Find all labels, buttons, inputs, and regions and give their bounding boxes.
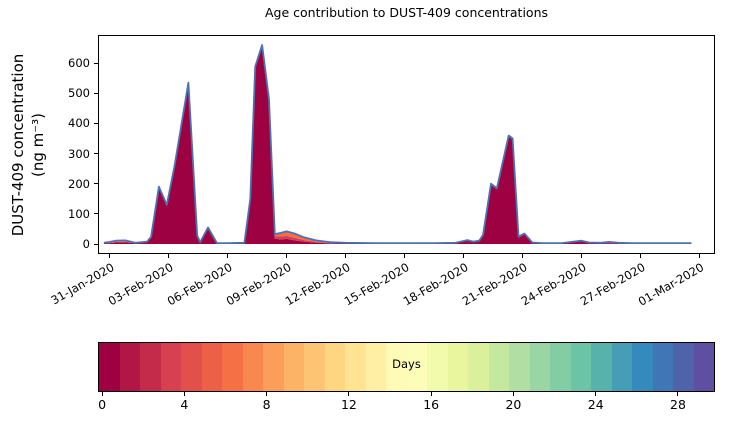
colorbar-segment: [673, 343, 694, 391]
x-tick-label: 03-Feb-2020: [105, 260, 176, 309]
y-tick-mark: [94, 183, 98, 185]
y-tick-mark: [94, 62, 98, 64]
y-tick-label: 300: [68, 146, 90, 161]
colorbar-segment: [201, 343, 222, 391]
colorbar-tick-label: 4: [180, 397, 189, 412]
colorbar-segment: [304, 343, 325, 391]
y-tick-mark: [94, 213, 98, 215]
x-tick-label: 31-Jan-2020: [48, 260, 117, 308]
y-tick-label: 600: [68, 56, 90, 71]
x-tick-label: 12-Feb-2020: [282, 260, 353, 309]
colorbar-segment: [611, 343, 632, 391]
colorbar-tick-mark: [101, 392, 103, 396]
colorbar-segment: [570, 343, 591, 391]
colorbar-segment: [283, 343, 304, 391]
y-tick-label: 400: [68, 116, 90, 131]
colorbar: [98, 342, 715, 392]
x-tick-mark: [639, 254, 641, 258]
colorbar-segment: [365, 343, 386, 391]
x-tick-mark: [286, 254, 288, 258]
colorbar-segment: [550, 343, 571, 391]
colorbar-segment: [447, 343, 468, 391]
colorbar-segment: [509, 343, 530, 391]
colorbar-tick-mark: [430, 392, 432, 396]
colorbar-segment: [324, 343, 345, 391]
colorbar-tick-mark: [348, 392, 350, 396]
colorbar-segment: [529, 343, 550, 391]
colorbar-segment: [693, 343, 714, 391]
colorbar-segment: [468, 343, 489, 391]
colorbar-segment: [181, 343, 202, 391]
colorbar-segment: [119, 343, 140, 391]
colorbar-tick-label: 28: [670, 397, 686, 412]
colorbar-tick-label: 0: [98, 397, 107, 412]
colorbar-segment: [222, 343, 243, 391]
x-tick-label: 21-Feb-2020: [459, 260, 530, 309]
colorbar-tick-label: 16: [423, 397, 440, 412]
x-tick-mark: [698, 254, 700, 258]
x-tick-mark: [404, 254, 406, 258]
colorbar-segment: [140, 343, 161, 391]
colorbar-tick-mark: [595, 392, 597, 396]
colorbar-segment: [99, 343, 120, 391]
x-tick-mark: [168, 254, 170, 258]
x-tick-label: 18-Feb-2020: [400, 260, 471, 309]
x-tick-mark: [345, 254, 347, 258]
colorbar-tick-label: 24: [587, 397, 604, 412]
colorbar-segment: [488, 343, 509, 391]
colorbar-segment: [160, 343, 181, 391]
x-tick-mark: [227, 254, 229, 258]
colorbar-tick-mark: [183, 392, 185, 396]
plot-area: [98, 35, 715, 254]
total-concentration-line: [103, 44, 692, 244]
y-tick-label: 0: [82, 237, 90, 252]
colorbar-segment: [591, 343, 612, 391]
colorbar-segment: [263, 343, 284, 391]
colorbar-segment: [427, 343, 448, 391]
y-tick-label: 100: [68, 206, 90, 221]
x-tick-label: 27-Feb-2020: [577, 260, 648, 309]
y-tick-mark: [94, 243, 98, 245]
chart-title: Age contribution to DUST-409 concentrati…: [264, 5, 549, 20]
colorbar-segment: [406, 343, 427, 391]
y-tick-mark: [94, 92, 98, 94]
x-tick-mark: [580, 254, 582, 258]
colorbar-segment: [632, 343, 653, 391]
x-tick-label: 24-Feb-2020: [518, 260, 589, 309]
colorbar-tick-mark: [266, 392, 268, 396]
x-tick-label: 15-Feb-2020: [341, 260, 412, 309]
x-tick-mark: [109, 254, 111, 258]
colorbar-label: Days: [392, 357, 421, 371]
x-tick-mark: [462, 254, 464, 258]
colorbar-segment: [345, 343, 366, 391]
y-tick-label: 500: [68, 86, 90, 101]
colorbar-tick-mark: [677, 392, 679, 396]
colorbar-segment: [242, 343, 263, 391]
colorbar-tick-label: 20: [505, 397, 522, 412]
x-tick-label: 01-Mar-2020: [635, 260, 707, 309]
x-tick-label: 06-Feb-2020: [164, 260, 235, 309]
y-tick-mark: [94, 122, 98, 124]
x-tick-label: 09-Feb-2020: [223, 260, 294, 309]
y-tick-mark: [94, 153, 98, 155]
colorbar-segment: [386, 343, 407, 391]
colorbar-segment: [652, 343, 673, 391]
y-tick-label: 200: [68, 176, 90, 191]
colorbar-tick-mark: [512, 392, 514, 396]
colorbar-tick-label: 12: [340, 397, 357, 412]
y-axis-label-line1: DUST-409 concentration: [8, 53, 27, 236]
x-tick-mark: [521, 254, 523, 258]
colorbar-tick-label: 8: [262, 397, 271, 412]
stacked-area-chart: [103, 44, 692, 244]
